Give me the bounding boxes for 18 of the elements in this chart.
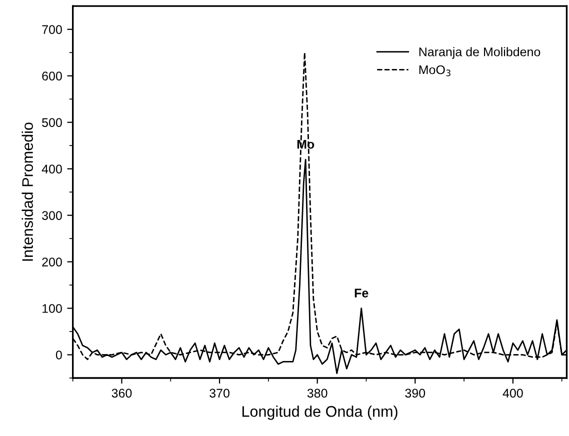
y-tick-label: 500	[42, 118, 62, 127]
y-tick-label: 300	[42, 211, 62, 220]
x-tick-label: 400	[502, 388, 523, 398]
x-tick-label: 370	[210, 388, 230, 398]
x-tick-label: 360	[112, 388, 132, 398]
x-tick-label: 390	[405, 388, 426, 398]
legend-label: Naranja de Molibdeno	[419, 47, 540, 59]
x-tick-label: 380	[307, 388, 328, 398]
legend-label: MoO$_{3}$	[419, 65, 450, 76]
y-tick-label: 100	[42, 304, 62, 313]
y-tick-label: 700	[42, 25, 62, 34]
annotation: Fe	[354, 288, 368, 298]
y-tick-label: 600	[42, 72, 62, 80]
y-tick-label: 200	[42, 258, 62, 266]
y-axis-title: Intensidad Promedio	[22, 122, 33, 261]
y-tick-label: 400	[42, 164, 62, 174]
y-tick-label: 0	[56, 350, 62, 360]
x-axis-title: Longitud de Onda (nm)	[242, 406, 398, 420]
